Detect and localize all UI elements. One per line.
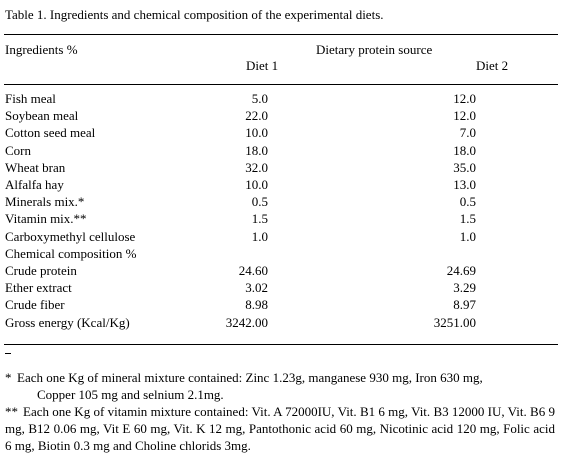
row-label: Fish meal <box>5 91 56 106</box>
row-label: Minerals mix.* <box>5 194 85 210</box>
table-row: Alfalfa hay 10.0 13.0 <box>0 177 564 194</box>
table-row: Crude fiber 8.98 8.97 <box>0 297 564 314</box>
diet2-value: 8.97 <box>453 297 476 313</box>
footnote-mineral-line1: Each one Kg of mineral mixture contained… <box>17 370 483 385</box>
diet1-value: 24.60 <box>238 263 268 278</box>
table-caption: Table 1. Ingredients and chemical compos… <box>5 7 384 22</box>
diet2-header: Diet 2 <box>476 58 509 73</box>
table-row: Gross energy (Kcal/Kg) 3242.00 3251.00 <box>0 315 564 332</box>
footnote-mark-single: * <box>5 370 12 385</box>
footnote-mineral-line2: Copper 105 mg and selnium 2.1mg. <box>37 387 224 402</box>
diet2-value: 24.69 <box>446 263 476 278</box>
row-label: Ether extract <box>5 280 72 296</box>
row-label: Corn <box>5 142 31 158</box>
diet2-value: 1.5 <box>459 211 476 227</box>
footnote-vitamin-text: Each one Kg of vitamin mixture contained… <box>5 404 555 453</box>
table-row: Chemical composition % <box>0 246 564 263</box>
diet2-value: 12.0 <box>453 108 476 124</box>
diet1-value: 0.5 <box>251 194 268 210</box>
diet2-value: 1.0 <box>459 228 476 244</box>
diet2-value: 3.29 <box>453 280 476 296</box>
diet1-header: Diet 1 <box>246 58 279 73</box>
diet1-value: 3.02 <box>245 280 268 296</box>
diet1-value: 3242.00 <box>225 314 268 330</box>
row-label: Gross energy (Kcal/Kg) <box>5 314 130 330</box>
diet1-value: 1.5 <box>251 211 268 227</box>
row-label: Vitamin mix.** <box>5 211 87 227</box>
diet1-value: 5.0 <box>251 91 268 106</box>
diet1-value: 8.98 <box>245 297 268 313</box>
group-header: Dietary protein source <box>316 42 433 57</box>
footnote-separator <box>5 353 11 354</box>
diet1-value: 1.0 <box>251 228 268 244</box>
footnote-vitamin: ** Each one Kg of vitamin mixture contai… <box>5 403 555 454</box>
table-row: Corn 18.0 18.0 <box>0 143 564 160</box>
table-row: Cotton seed meal 10.0 7.0 <box>0 125 564 142</box>
diet1-value: 22.0 <box>245 108 268 124</box>
diet2-value: 35.0 <box>453 159 476 175</box>
diet1-value: 32.0 <box>245 159 268 175</box>
top-rule <box>4 34 558 35</box>
row-label: Wheat bran <box>5 159 66 175</box>
row-label: Crude fiber <box>5 297 65 313</box>
diet2-value: 3251.00 <box>433 314 476 330</box>
bottom-rule <box>4 344 558 345</box>
table-row: Ether extract 3.02 3.29 <box>0 280 564 297</box>
table-row: Fish meal 5.0 12.0 <box>0 91 564 108</box>
diet1-value: 10.0 <box>245 177 268 192</box>
diet1-value: 10.0 <box>245 125 268 141</box>
table-row: Minerals mix.* 0.5 0.5 <box>0 194 564 211</box>
row-label: Soybean meal <box>5 108 79 124</box>
table-row: Carboxymethyl cellulose 1.0 1.0 <box>0 229 564 246</box>
diet1-value: 18.0 <box>245 142 268 158</box>
table-row: Soybean meal 22.0 12.0 <box>0 108 564 125</box>
diet2-value: 13.0 <box>453 177 476 192</box>
row-label: Alfalfa hay <box>5 177 64 192</box>
stub-header: Ingredients % <box>5 42 78 57</box>
diet2-value: 7.0 <box>459 125 476 141</box>
row-label: Chemical composition % <box>5 245 137 261</box>
table-row: Vitamin mix.** 1.5 1.5 <box>0 211 564 228</box>
row-label: Cotton seed meal <box>5 125 96 141</box>
table-row: Crude protein 24.60 24.69 <box>0 263 564 280</box>
header-rule <box>4 84 558 85</box>
footnote-mineral: * Each one Kg of mineral mixture contain… <box>5 369 555 403</box>
row-label: Crude protein <box>5 263 77 278</box>
diet2-value: 0.5 <box>459 194 476 210</box>
footnote-mark-double: ** <box>5 404 18 419</box>
table-row: Wheat bran 32.0 35.0 <box>0 160 564 177</box>
row-label: Carboxymethyl cellulose <box>5 228 136 244</box>
diet2-value: 12.0 <box>453 91 476 106</box>
diet2-value: 18.0 <box>453 142 476 158</box>
